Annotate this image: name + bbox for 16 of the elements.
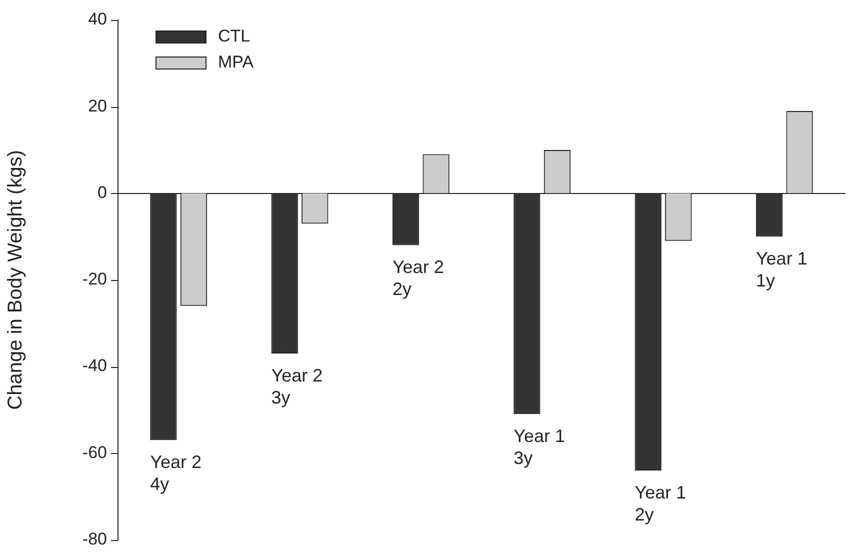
- x-tick-label: Year 2 4y: [150, 452, 202, 494]
- x-tick-label: Year 1 3y: [514, 426, 565, 468]
- x-tick-label: Year 1 2y: [634, 482, 686, 524]
- y-tick-label: -40: [82, 356, 107, 376]
- y-tick-label: 40: [88, 10, 107, 29]
- y-tick-label: 0: [98, 182, 107, 202]
- y-tick-label: -80: [82, 529, 107, 548]
- legend-label: MPA: [218, 52, 254, 72]
- y-tick-label: -60: [82, 442, 107, 462]
- x-tick-label: Year 2 3y: [271, 366, 323, 408]
- y-tick-label: 20: [88, 96, 107, 116]
- legend-label: CTL: [218, 26, 250, 46]
- y-axis-title: Change in Body Weight (kgs): [4, 150, 27, 410]
- x-tick-label: Year 1 1y: [756, 248, 808, 291]
- x-tick-label: Year 2 2y: [392, 257, 444, 300]
- y-tick-label: -20: [82, 270, 107, 289]
